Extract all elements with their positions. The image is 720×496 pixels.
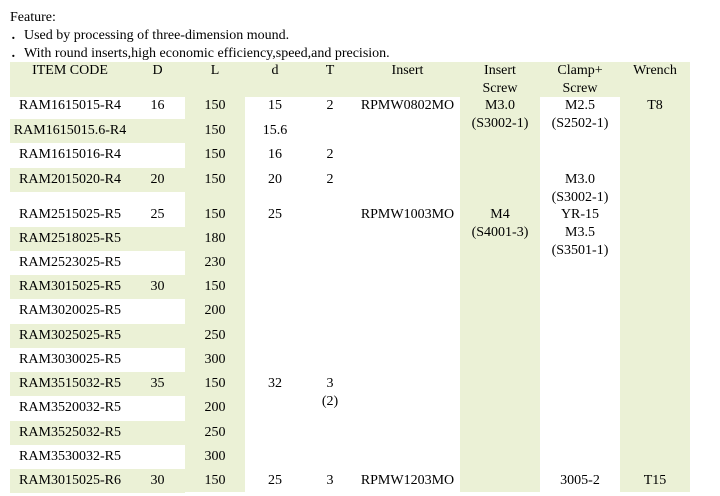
table-cell: 3005-2 [560,473,600,488]
table-cell: RAM2523025-R5 [19,255,121,270]
table-cell: 16 [268,147,282,162]
table-cell: 20 [150,172,165,187]
table-cell: 180 [204,231,226,246]
table-cell: RPMW0802MO [360,98,455,113]
table-cell: M4 [490,207,510,222]
table-cell: RAM1615015-R4 [19,98,121,113]
row-stripe [10,372,185,396]
table-cell: (S3501-1) [551,243,609,258]
header-cell: Insert [391,63,424,78]
table-cell: 30 [150,279,165,294]
table-cell: T8 [647,98,663,113]
table-cell: RAM3020025-R5 [19,303,121,318]
table-cell: (S3002-1) [551,190,609,205]
table-cell: RAM2518025-R5 [19,231,121,246]
table-cell: 150 [204,172,226,187]
table-cell: RAM3015025-R6 [19,473,121,488]
table-cell: RPMW1003MO [360,207,455,222]
header-cell: ITEM CODE [32,63,108,78]
row-stripe [10,324,185,348]
table-cell: (2) [321,394,339,409]
table-cell: 150 [204,207,226,222]
table-cell: RAM1615016-R4 [19,147,121,162]
table-cell: T15 [643,473,667,488]
table-cell: 35 [150,376,165,391]
table-cell: 20 [268,172,282,187]
table-cell: 25 [268,207,282,222]
table-cell: 150 [204,147,226,162]
header-cell: Screw [562,81,598,96]
feature-item: ．Used by processing of three-dimension m… [10,28,290,43]
header-cell: Wrench [633,63,677,78]
table-cell: 200 [204,400,226,415]
table-cell: 150 [204,98,226,113]
table-cell: M3.5 [565,225,595,240]
feature-title: Feature: [10,10,56,25]
header-background [10,62,690,97]
header-cell: L [210,63,220,78]
table-cell: 25 [150,207,165,222]
table-cell: RAM3525032-R5 [19,425,121,440]
table-cell: (S4001-3) [471,225,529,240]
table-cell: 150 [204,123,226,138]
table-cell: RAM2015020-R4 [19,172,121,187]
table-cell: YR-15 [560,207,600,222]
feature-item: ．With round inserts,high economic effici… [10,46,390,61]
table-cell: 15 [268,98,282,113]
header-cell: T [325,63,335,78]
table-cell: 250 [204,425,226,440]
column-background [460,62,540,492]
table-cell: RAM3520032-R5 [19,400,121,415]
table-cell: 16 [150,98,165,113]
table-cell: M3.0 [485,98,515,113]
table-cell: RAM3515032-R5 [19,376,121,391]
row-stripe [10,119,185,143]
row-stripe [10,227,185,251]
table-cell: RAM3530032-R5 [19,449,121,464]
header-cell: D [152,63,163,78]
table-cell: 250 [204,328,226,343]
table-cell: 2 [326,172,334,187]
table-cell: 300 [204,449,226,464]
table-cell: RPMW1203MO [360,473,455,488]
table-cell: RAM3030025-R5 [19,352,121,367]
row-stripe [10,275,185,299]
row-stripe [10,469,185,493]
header-cell: Insert [484,63,516,78]
table-cell: 150 [204,376,226,391]
table-cell: M2.5 [565,98,595,113]
column-background [185,62,245,492]
table-cell: M3.0 [565,172,595,187]
table-cell: 15.6 [262,123,288,138]
table-cell: 300 [204,352,226,367]
table-cell: 2 [326,98,334,113]
table-cell: RAM3025025-R5 [19,328,121,343]
header-cell: Clamp+ [557,63,603,78]
table-cell: 32 [268,376,282,391]
table-cell: 3 [326,376,334,391]
table-cell: 150 [204,473,226,488]
table-cell: 25 [268,473,282,488]
table-cell: 200 [204,303,226,318]
table-cell: 3 [326,473,334,488]
row-stripe [10,168,185,192]
table-cell: 150 [204,279,226,294]
table-cell: 230 [204,255,226,270]
table-cell: 2 [326,147,334,162]
table-cell: (S3002-1) [471,116,529,131]
column-background [620,62,690,492]
table-cell: RAM1615015.6-R4 [13,123,127,138]
header-cell: Screw [482,81,518,96]
header-cell: d [271,63,279,78]
table-cell: 30 [150,473,165,488]
row-stripe [10,421,185,445]
table-cell: RAM3015025-R5 [19,279,121,294]
table-cell: (S2502-1) [551,116,609,131]
table-cell: RAM2515025-R5 [19,207,121,222]
